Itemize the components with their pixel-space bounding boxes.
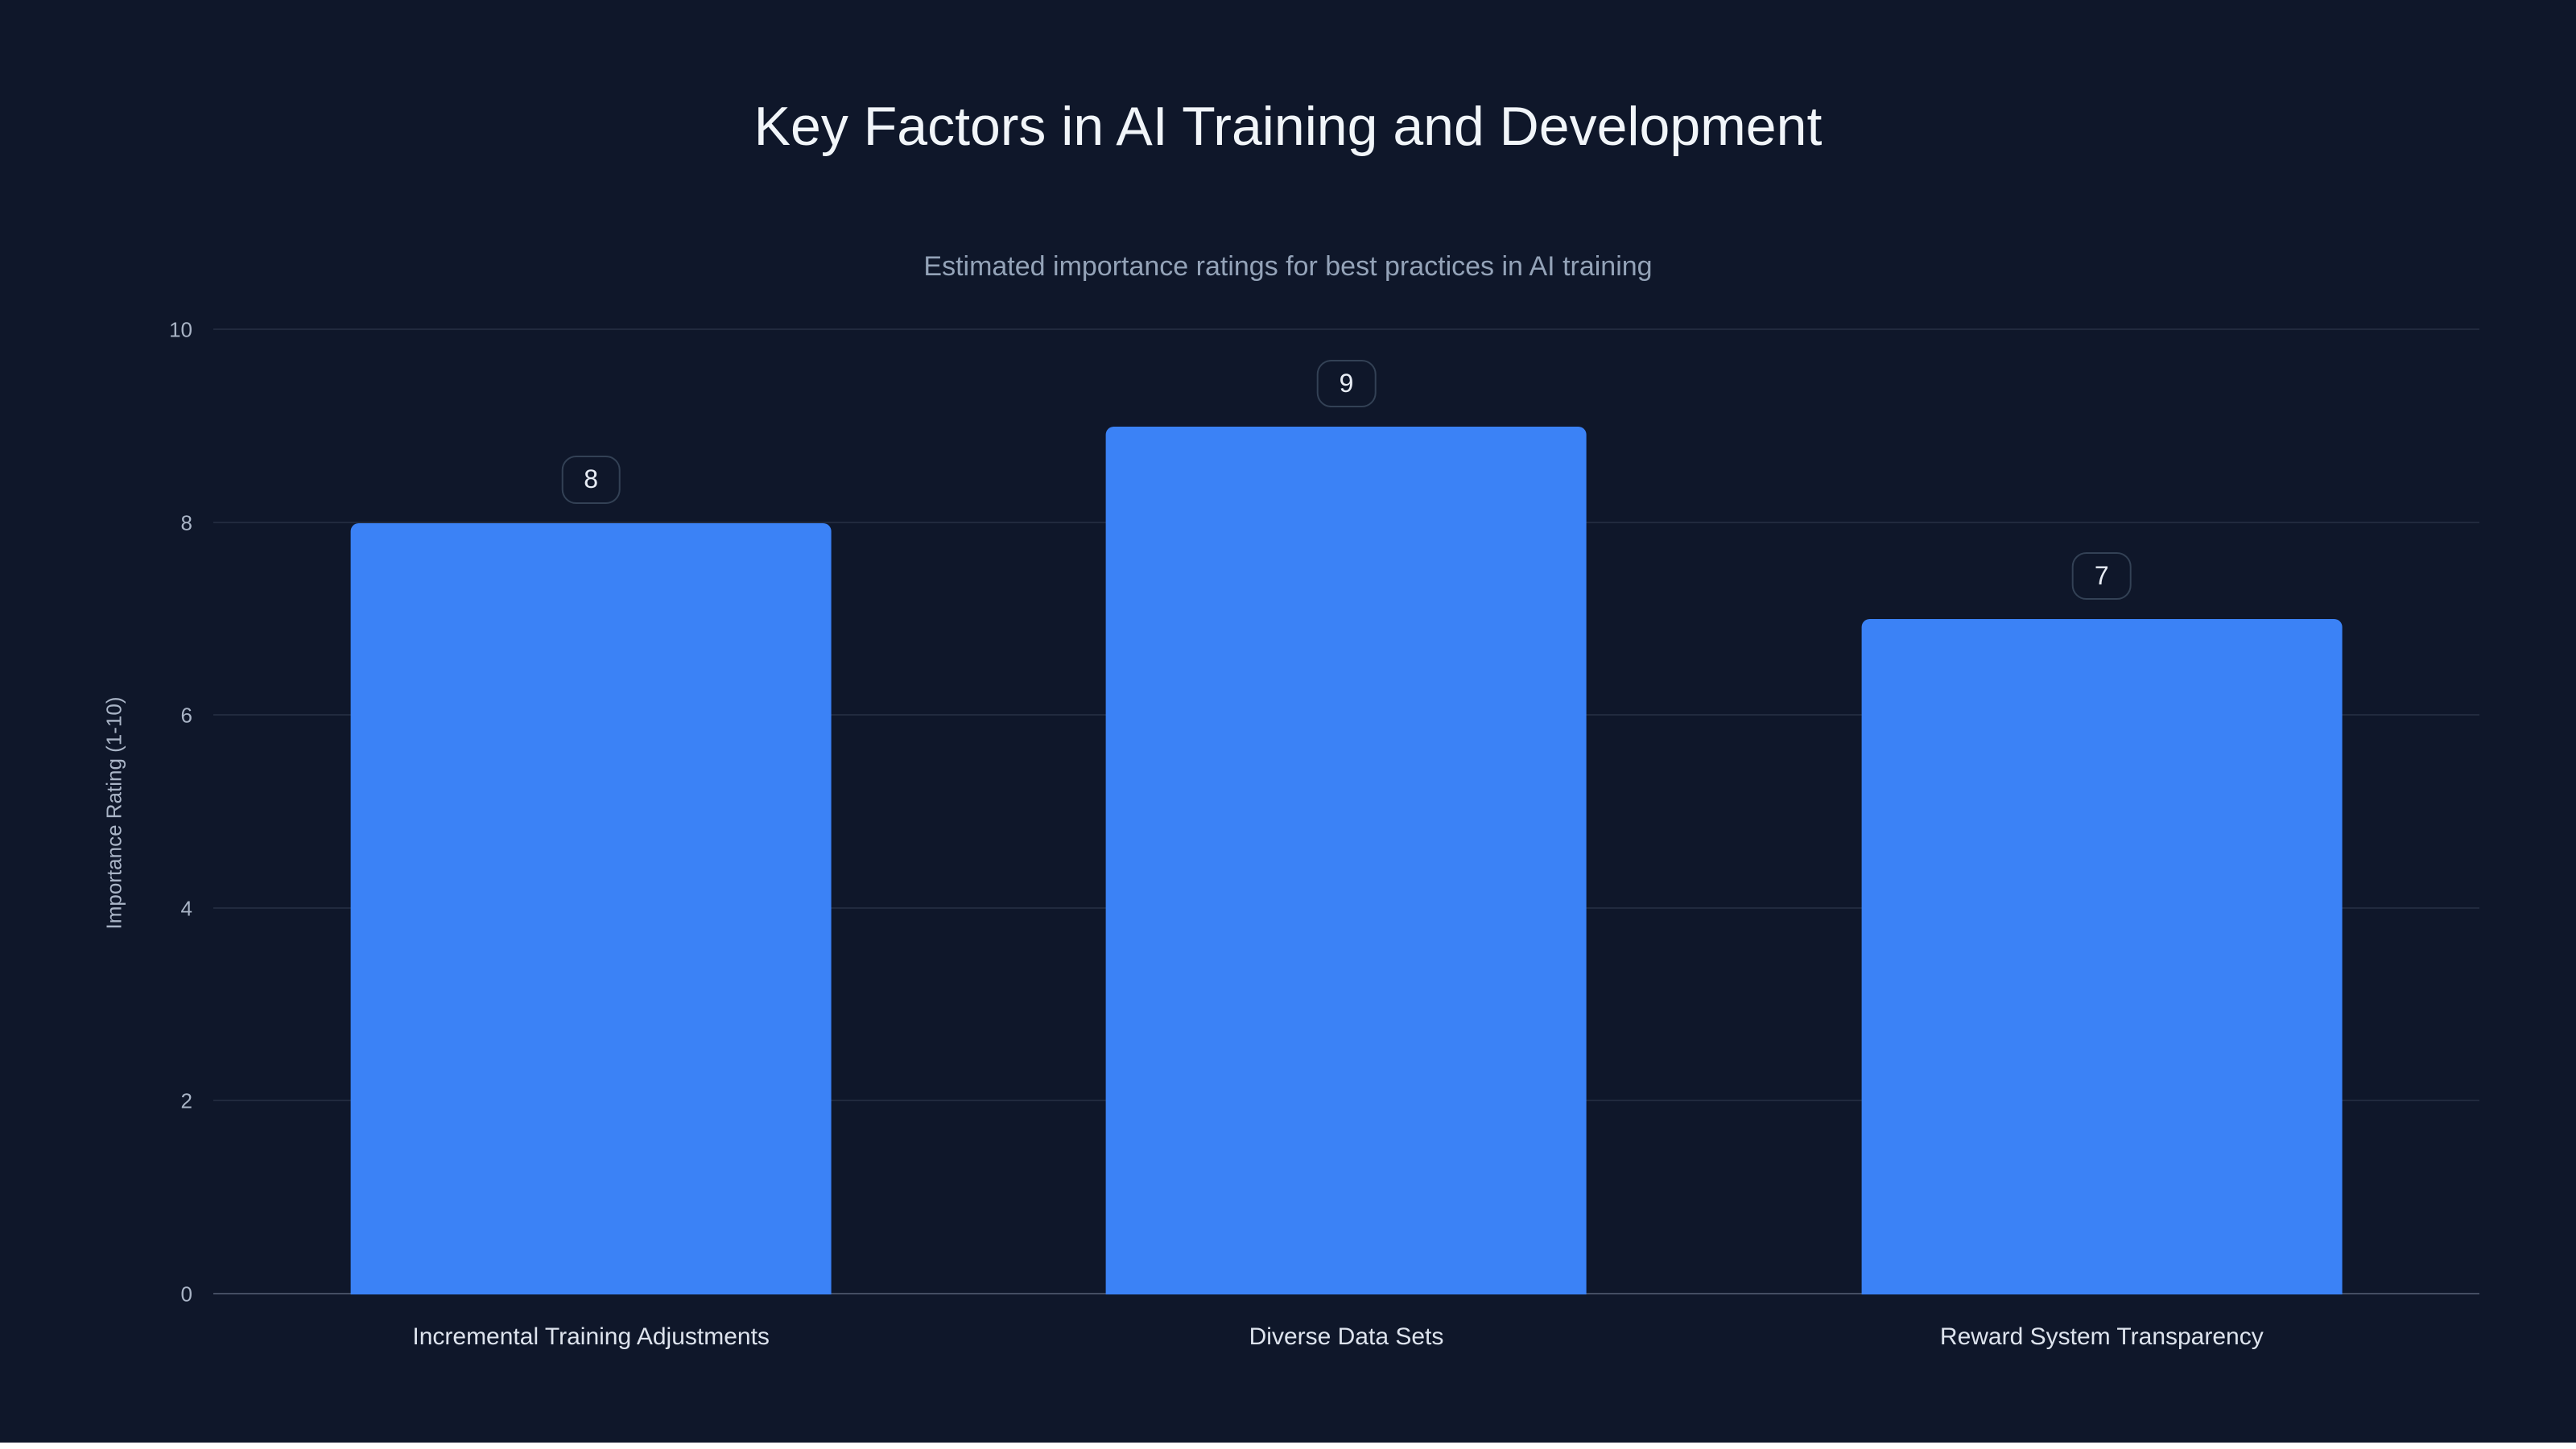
- y-axis-tick-label: 2: [180, 1088, 192, 1113]
- y-axis-tick-label: 0: [180, 1282, 192, 1307]
- bar-value-label: 8: [561, 456, 621, 504]
- bar: 8: [350, 456, 832, 1294]
- gridline: [213, 328, 2479, 330]
- y-axis-tick-label: 10: [169, 317, 192, 342]
- bar-value-label: 7: [2071, 552, 2132, 601]
- y-axis-tick-label: 6: [180, 703, 192, 728]
- bar: 7: [1861, 552, 2343, 1294]
- bar: 9: [1106, 359, 1587, 1294]
- y-axis-title: Importance Rating (1-10): [101, 696, 126, 930]
- y-axis-tick-label: 4: [180, 896, 192, 921]
- chart-subtitle: Estimated importance ratings for best pr…: [923, 251, 1653, 282]
- x-axis-category-label: Diverse Data Sets: [1249, 1323, 1444, 1350]
- bar-slot: 8 Incremental Training Adjustments: [213, 330, 968, 1350]
- plot-area: 0 2 4 6 8 10 8 Incremental Training Adjustment…: [169, 318, 2479, 1350]
- chart-title: Key Factors in AI Training and Developme…: [753, 96, 1823, 157]
- y-axis-tick-label: 8: [180, 510, 192, 535]
- bar-value-label: 9: [1316, 359, 1377, 407]
- bars-row: 8 Incremental Training Adjustments 9 Divers…: [213, 330, 2479, 1350]
- x-axis-category-label: Reward System Transparency: [1939, 1323, 2264, 1350]
- bar-slot: 7 Reward System Transparency: [1724, 330, 2479, 1350]
- bar-slot: 9 Diverse Data Sets: [968, 330, 1724, 1350]
- x-axis-category-label: Incremental Training Adjustments: [412, 1323, 770, 1350]
